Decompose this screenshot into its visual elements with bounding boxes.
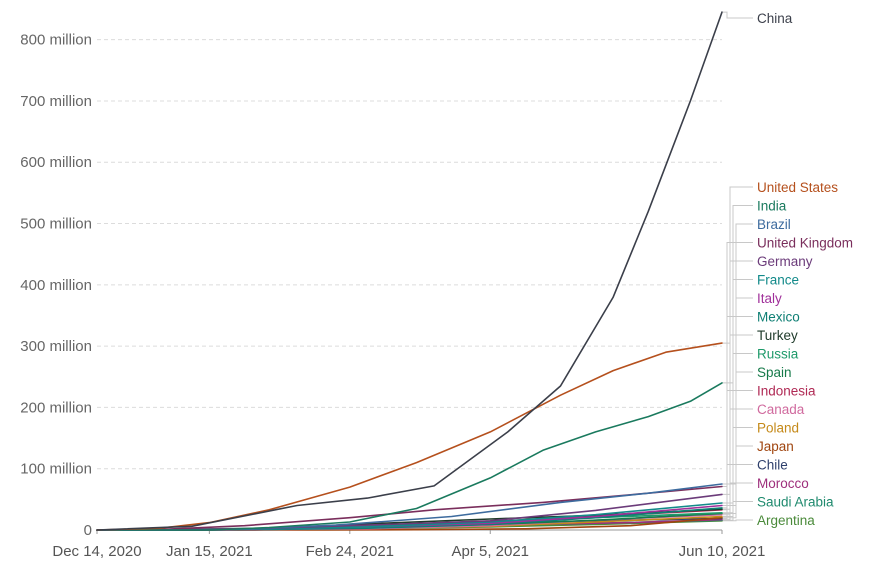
label-connector [723,390,753,511]
y-tick-label: 400 million [20,277,92,294]
series-line-china [96,11,723,531]
label-connector [723,11,753,19]
label-connector [723,501,753,521]
series-labels: China United States India Brazil United King… [723,11,853,528]
y-tick-label: 100 million [20,461,92,478]
y-tick-label: 700 million [20,93,92,110]
series-layer [96,11,723,531]
series-label-chile: Chile [757,458,788,473]
series-label-italy: Italy [757,291,782,306]
label-connector [723,427,753,517]
series-label-brazil: Brazil [757,217,791,232]
grid-layer [97,39,722,531]
y-tick-label: 300 million [20,338,92,355]
series-label-france: France [757,273,799,288]
series-label-turkey: Turkey [757,328,798,343]
series-label-china: China [757,11,793,26]
y-tick-label: 800 million [20,32,92,49]
x-tick-label: Feb 24, 2021 [306,543,394,560]
y-tick-label: 0 [84,522,92,539]
x-tick-label: Apr 5, 2021 [451,543,529,560]
series-label-germany: Germany [757,254,813,269]
series-label-canada: Canada [757,402,805,417]
y-tick-label: 200 million [20,399,92,416]
x-tick-label: Jun 10, 2021 [679,543,766,560]
label-connector [723,519,753,522]
series-label-united-kingdom: United Kingdom [757,236,853,251]
y-axis: 0 100 million 200 million 300 million 400 mi… [20,32,92,539]
label-connector [723,464,753,519]
series-label-japan: Japan [757,439,794,454]
series-label-india: India [757,199,787,214]
series-label-saudi-arabia: Saudi Arabia [757,495,834,510]
series-label-argentina: Argentina [757,513,815,528]
x-tick-label: Dec 14, 2020 [52,543,141,560]
series-line-india [96,382,723,531]
series-label-poland: Poland [757,421,799,436]
label-connector [723,482,753,521]
series-label-mexico: Mexico [757,310,800,325]
y-tick-label: 500 million [20,216,92,233]
series-label-indonesia: Indonesia [757,384,816,399]
series-label-spain: Spain [757,365,792,380]
series-label-united-states: United States [757,180,838,195]
x-tick-label: Jan 15, 2021 [166,543,253,560]
x-axis: Dec 14, 2020 Jan 15, 2021 Feb 24, 2021 Apr … [52,530,765,560]
series-label-morocco: Morocco [757,476,809,491]
y-tick-label: 600 million [20,154,92,171]
series-line-united-states [96,342,723,531]
series-label-russia: Russia [757,347,799,362]
